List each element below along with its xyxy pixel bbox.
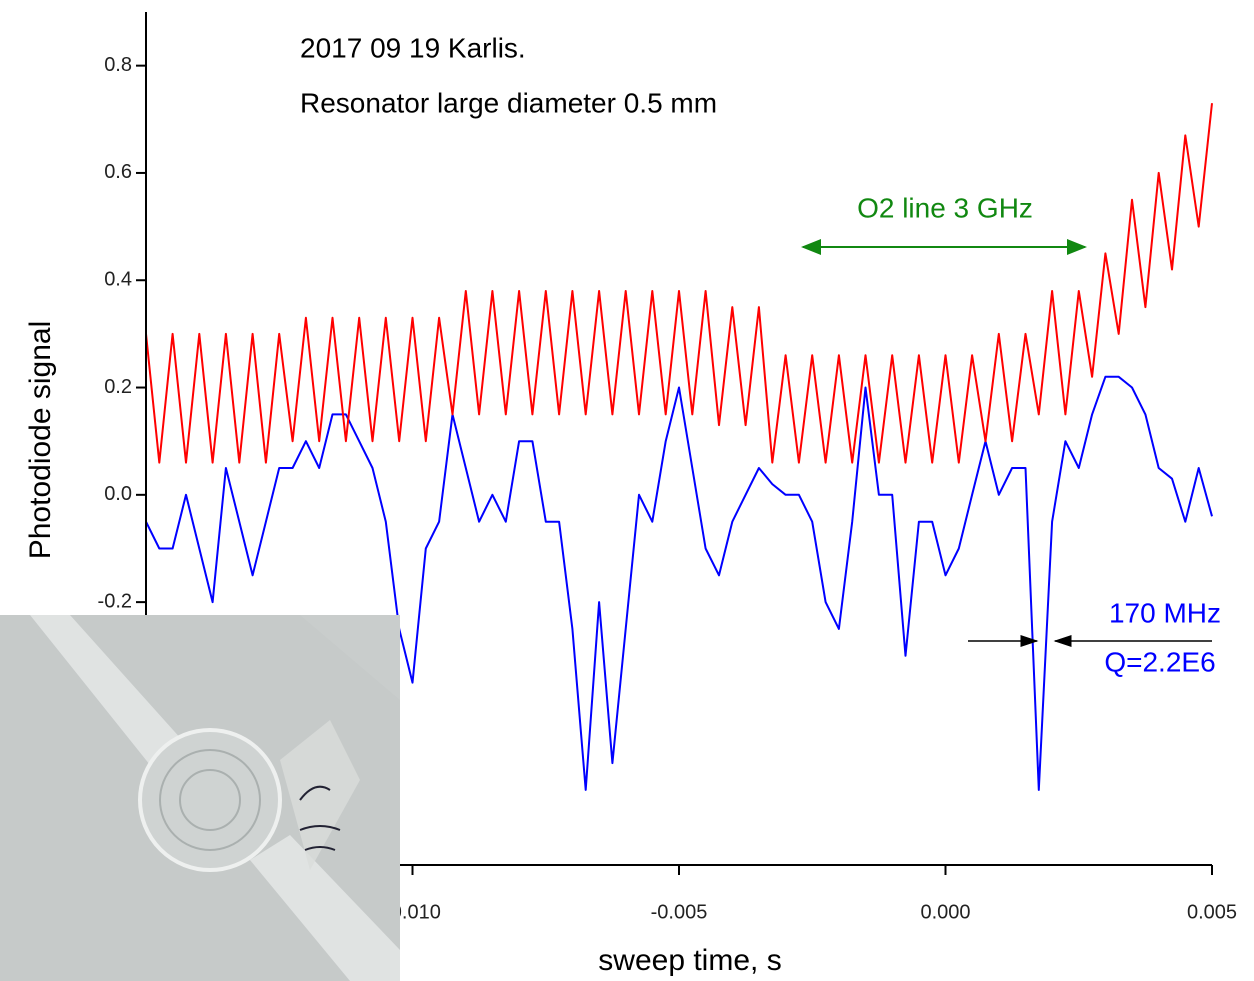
data-line [145, 375, 1213, 791]
data-line [145, 103, 1213, 464]
y-tick-label: 0.4 [104, 269, 132, 291]
y-tick-label: 0.0 [104, 483, 132, 505]
x-axis-label: sweep time, s [598, 944, 781, 977]
annotation: 170 MHz [1109, 597, 1221, 628]
annotation: Resonator large diameter 0.5 mm [300, 87, 717, 118]
annotation: 2017 09 19 Karlis. [300, 32, 526, 63]
y-tick-label: 0.8 [104, 54, 132, 76]
annotation: O2 line 3 GHz [857, 192, 1033, 223]
x-tick-label: 0.000 [920, 901, 970, 923]
annotation: Q=2.2E6 [1104, 646, 1215, 677]
axes: -0.20.00.20.40.60.8-0.010 -0.005 0.000 0.00… [98, 12, 1237, 923]
y-tick-label: -0.2 [98, 590, 132, 612]
plot-area [145, 103, 1213, 791]
y-axis-label: Photodiode signal [24, 321, 57, 560]
photo [0, 615, 400, 981]
y-tick-label: 0.6 [104, 161, 132, 183]
x-tick-label: 0.005 [1187, 901, 1237, 923]
y-tick-label: 0.2 [104, 376, 132, 398]
x-tick-label: -0.005 [651, 901, 708, 923]
